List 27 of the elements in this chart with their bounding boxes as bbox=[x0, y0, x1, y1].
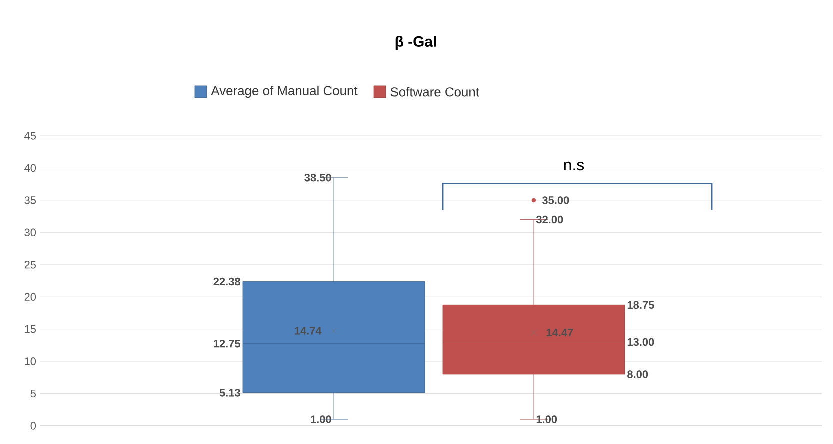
annotation: n.s bbox=[564, 162, 584, 171]
annotation: 8.00 bbox=[628, 370, 648, 378]
annotation: 5.13 bbox=[220, 389, 240, 397]
annotation: 1.00 bbox=[311, 416, 332, 424]
y-tick-label: 30 bbox=[24, 228, 36, 237]
y-tick-label: 10 bbox=[25, 358, 36, 366]
annotation: 14.74 bbox=[295, 327, 322, 335]
annotation: 14.47 bbox=[546, 328, 574, 337]
annotation: 22.38 bbox=[214, 278, 240, 286]
y-tick-label: 45 bbox=[24, 132, 36, 140]
y-tick-label: 15 bbox=[25, 326, 36, 334]
annotation: 13.00 bbox=[628, 338, 654, 346]
y-tick-label: 0 bbox=[30, 422, 36, 430]
y-tick-label: 20 bbox=[24, 293, 36, 301]
annotation: 12.75 bbox=[214, 340, 240, 348]
y-tick-label: 40 bbox=[24, 164, 36, 172]
chart-title: β -Gal bbox=[396, 36, 436, 50]
annotation: 18.75 bbox=[628, 301, 654, 310]
y-tick-label: 5 bbox=[30, 390, 36, 398]
annotation: 32.00 bbox=[536, 216, 564, 224]
y-tick-label: 25 bbox=[24, 261, 36, 269]
annotation: 38.50 bbox=[304, 174, 332, 182]
legend-label: Average of Manual Count bbox=[211, 86, 358, 98]
y-tick-label: 35 bbox=[24, 196, 36, 204]
annotation: 1.00 bbox=[536, 416, 558, 424]
annotation: 35.00 bbox=[542, 196, 570, 204]
legend-label: Software Count bbox=[390, 87, 480, 97]
